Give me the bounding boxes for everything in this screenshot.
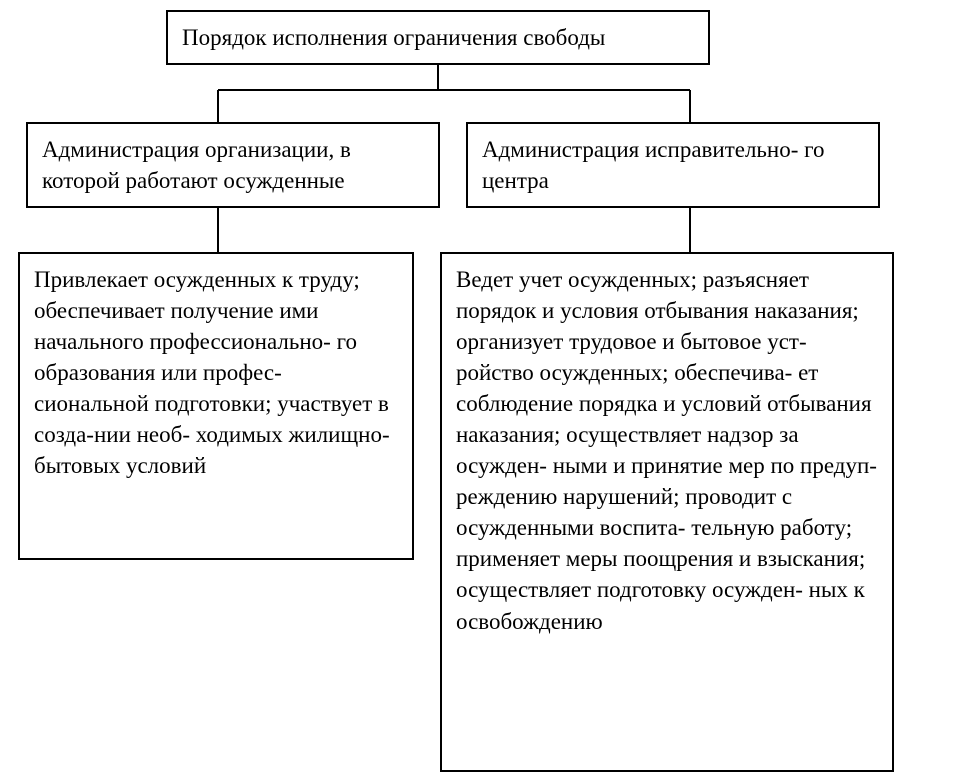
title-text: Порядок исполнения ограничения свободы <box>182 25 605 50</box>
left-branch-header-node: Администрация организации, в которой раб… <box>26 122 440 208</box>
right-branch-detail-text: Ведет учет осужденных; разъясняет порядо… <box>456 267 877 634</box>
left-branch-header-text: Администрация организации, в которой раб… <box>42 137 351 193</box>
diagram-canvas: Порядок исполнения ограничения свободы А… <box>0 0 964 782</box>
right-branch-header-text: Администрация исправительно- го центра <box>482 137 825 193</box>
left-branch-detail-node: Привлекает осужденных к труду; обеспечив… <box>18 252 414 560</box>
left-branch-detail-text: Привлекает осужденных к труду; обеспечив… <box>34 267 390 478</box>
right-branch-detail-node: Ведет учет осужденных; разъясняет порядо… <box>440 252 894 772</box>
right-branch-header-node: Администрация исправительно- го центра <box>466 122 880 208</box>
title-node: Порядок исполнения ограничения свободы <box>166 10 710 65</box>
